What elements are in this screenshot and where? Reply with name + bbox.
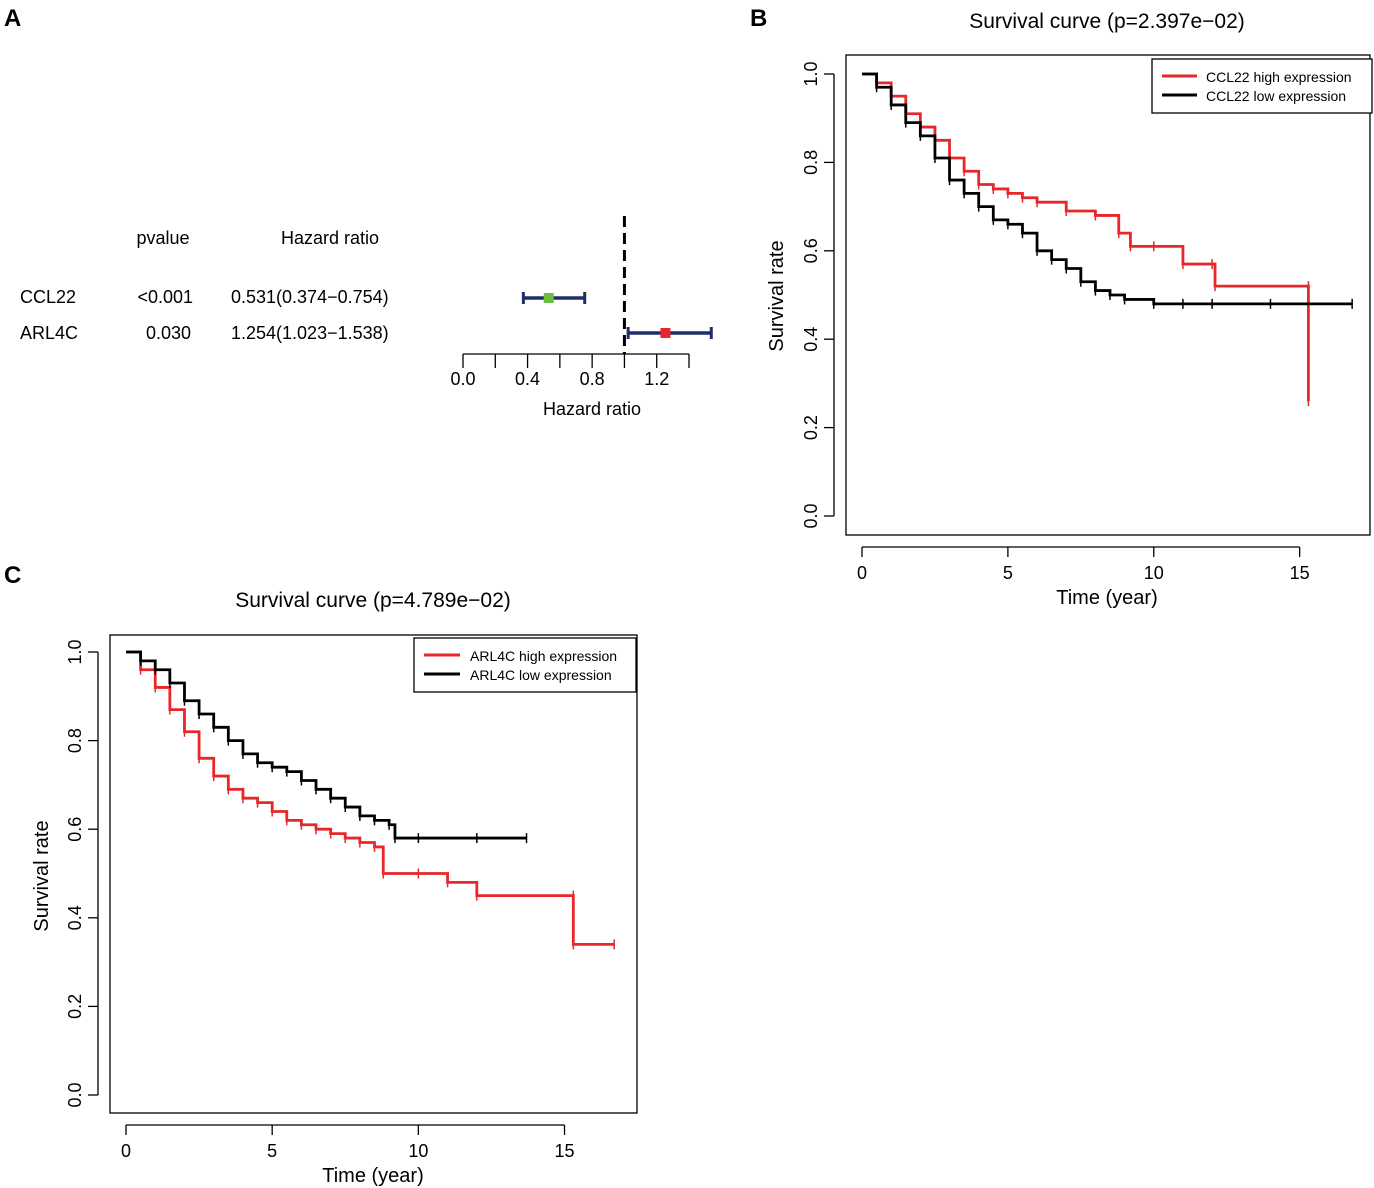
legend-b: CCL22 high expression CCL22 low expressi… bbox=[1151, 58, 1373, 114]
legend-entry-ccl22-low: CCL22 low expression bbox=[1206, 88, 1346, 104]
forest-x-tick-label: 0.4 bbox=[515, 369, 540, 389]
y-tick-label: 0.2 bbox=[801, 415, 821, 440]
y-tick-label: 0.6 bbox=[65, 817, 85, 842]
y-tick-label: 0.4 bbox=[801, 327, 821, 352]
y-tick-label: 0.0 bbox=[65, 1082, 85, 1107]
forest-plot: pvalue Hazard ratio CCL22 <0.001 0.531(0… bbox=[20, 216, 713, 419]
x-tick-label: 0 bbox=[121, 1141, 131, 1161]
pvalue-arl4c: 0.030 bbox=[146, 323, 191, 343]
hr-text-ccl22: 0.531(0.374−0.754) bbox=[231, 287, 389, 307]
x-tick-label: 5 bbox=[1003, 563, 1013, 583]
x-axis-label-c: Time (year) bbox=[322, 1165, 423, 1187]
y-tick-label: 0.4 bbox=[65, 905, 85, 930]
y-tick-label: 0.6 bbox=[801, 238, 821, 263]
forest-x-tick-label: 0.8 bbox=[580, 369, 605, 389]
x-tick-label: 15 bbox=[1290, 563, 1310, 583]
legend-entry-ccl22-high: CCL22 high expression bbox=[1206, 69, 1352, 85]
y-tick-label: 0.0 bbox=[801, 503, 821, 528]
plot-area-c: 0 5 10 15 0.0 0.2 0.4 0.6 0.8 1.0 bbox=[65, 634, 638, 1161]
x-tick-label: 0 bbox=[857, 563, 867, 583]
series-line-0 bbox=[126, 650, 615, 946]
legend-box-b bbox=[1151, 58, 1373, 114]
y-tick-label: 1.0 bbox=[801, 61, 821, 86]
hazard-ratio-header: Hazard ratio bbox=[281, 228, 379, 248]
legend-entry-arl4c-high: ARL4C high expression bbox=[470, 648, 617, 664]
legend-c: ARL4C high expression ARL4C low expressi… bbox=[413, 637, 637, 693]
panel-label-b: B bbox=[750, 5, 767, 32]
chart-title-c: Survival curve (p=4.789e−02) bbox=[235, 589, 511, 612]
x-tick-label: 5 bbox=[267, 1141, 277, 1161]
y-tick-label: 0.2 bbox=[65, 994, 85, 1019]
survival-plot-arl4c: Survival curve (p=4.789e−02) Time (year)… bbox=[31, 589, 638, 1187]
forest-x-axis-label: Hazard ratio bbox=[543, 399, 641, 419]
y-axis-label-c: Survival rate bbox=[31, 820, 53, 931]
legend-box-c bbox=[413, 637, 637, 693]
plot-area-b: 0 5 10 15 0.0 0.2 0.4 0.6 0.8 1.0 bbox=[801, 54, 1371, 583]
y-tick-label: 0.8 bbox=[65, 728, 85, 753]
y-axis-label-b: Survival rate bbox=[766, 240, 788, 351]
gene-label-ccl22: CCL22 bbox=[20, 287, 76, 307]
x-tick-label: 15 bbox=[555, 1141, 575, 1161]
survival-plot-ccl22: Survival curve (p=2.397e−02) Time (year)… bbox=[766, 10, 1373, 609]
panel-label-a: A bbox=[4, 5, 21, 32]
plot-frame bbox=[845, 54, 1371, 536]
y-tick-label: 0.8 bbox=[801, 150, 821, 175]
hr-point-arl4c bbox=[660, 328, 671, 338]
hr-point-ccl22 bbox=[543, 293, 554, 303]
series-line-0 bbox=[862, 72, 1310, 402]
pvalue-header: pvalue bbox=[136, 228, 189, 248]
chart-title-b: Survival curve (p=2.397e−02) bbox=[969, 10, 1245, 33]
plot-frame bbox=[109, 634, 638, 1114]
pvalue-ccl22: <0.001 bbox=[137, 287, 193, 307]
x-tick-label: 10 bbox=[1144, 563, 1164, 583]
series-line-1 bbox=[126, 650, 527, 840]
hr-text-arl4c: 1.254(1.023−1.538) bbox=[231, 323, 389, 343]
x-axis-label-b: Time (year) bbox=[1056, 587, 1157, 609]
legend-entry-arl4c-low: ARL4C low expression bbox=[470, 667, 612, 683]
forest-x-tick-label: 1.2 bbox=[644, 369, 669, 389]
panel-label-c: C bbox=[4, 562, 21, 589]
gene-label-arl4c: ARL4C bbox=[20, 323, 78, 343]
forest-marks: 0.0 0.4 0.8 1.2 bbox=[450, 216, 713, 389]
y-tick-label: 1.0 bbox=[65, 639, 85, 664]
forest-x-tick-label: 0.0 bbox=[450, 369, 475, 389]
x-tick-label: 10 bbox=[408, 1141, 428, 1161]
